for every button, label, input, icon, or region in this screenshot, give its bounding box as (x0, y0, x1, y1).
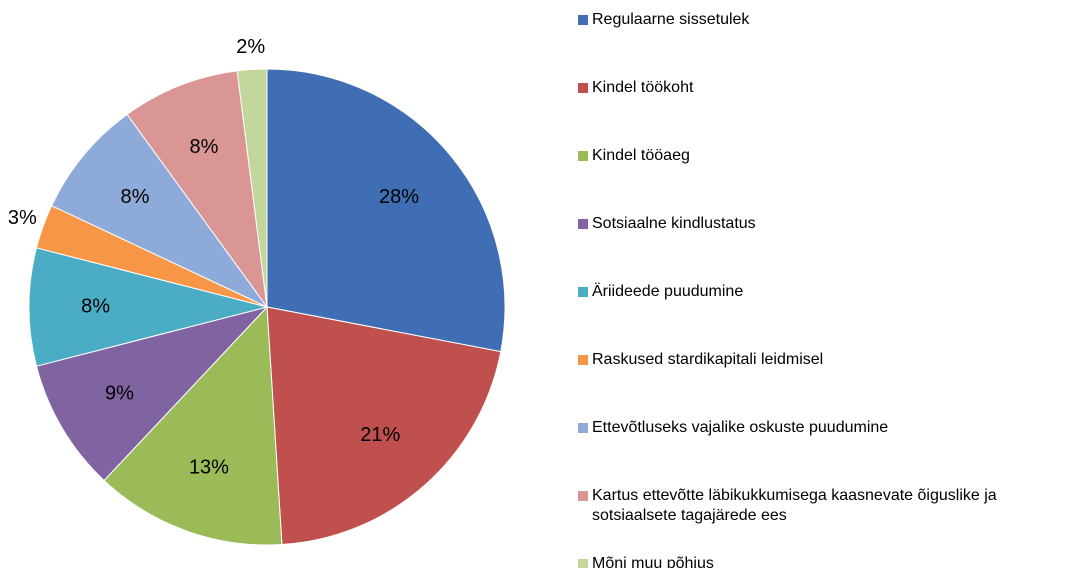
pie-slice (266, 68, 506, 353)
legend-label: Kindel töökoht (592, 79, 694, 96)
legend-swatch (578, 83, 588, 93)
pie-area: 28% 21% 13% 9% 8% 3% 8% 8% 2% (8, 36, 506, 546)
legend-swatch (578, 355, 588, 365)
legend-label: Mõni muu põhjus (592, 555, 714, 568)
legend-label: Regulaarne sissetulek (592, 11, 750, 28)
legend-label: Raskused stardikapitali leidmisel (592, 351, 824, 368)
legend-item: Sotsiaalne kindlustatus (578, 214, 1058, 234)
legend-item: Regulaarne sissetulek (578, 10, 1058, 30)
data-label: 13% (189, 457, 229, 479)
legend-item: Ettevõtluseks vajalike oskuste puudumine (578, 418, 1058, 438)
legend-swatch (578, 423, 588, 433)
pie-slice (126, 70, 268, 308)
data-label: 2% (236, 36, 265, 58)
legend-swatch (578, 219, 588, 229)
legend-label: Äriideede puudumine (592, 283, 744, 300)
pie-slice (103, 305, 283, 546)
legend-swatch (578, 491, 588, 501)
legend-swatch (578, 151, 588, 161)
legend-item: Kartus ettevõtte läbikukkumisega kaasnev… (578, 486, 1058, 526)
legend-swatch (578, 559, 588, 568)
pie-slice (28, 247, 268, 367)
legend-item: Kindel tööaeg (578, 146, 1058, 166)
data-label: 3% (8, 207, 37, 229)
pie-slice (236, 68, 268, 308)
legend-label: Sotsiaalne kindlustatus (592, 215, 756, 232)
legend-item: Raskused stardikapitali leidmisel (578, 350, 1058, 370)
data-label: 8% (189, 136, 218, 158)
data-label: 8% (81, 295, 110, 317)
data-label: 21% (360, 424, 400, 446)
pie-slice (50, 113, 268, 308)
legend-swatch (578, 15, 588, 25)
legend-item: Äriideede puudumine (578, 282, 1058, 302)
data-label: 9% (105, 383, 134, 405)
legend-item: Mõni muu põhjus (578, 554, 1058, 568)
legend-label: Ettevõtluseks vajalike oskuste puudumine (592, 419, 889, 436)
data-label: 8% (121, 186, 150, 208)
pie-slice (35, 306, 269, 482)
legend-swatch (578, 287, 588, 297)
legend-label: Kindel tööaeg (592, 147, 690, 164)
legend-label: Kartus ettevõtte läbikukkumisega kaasnev… (592, 487, 997, 524)
legend-item: Kindel töökoht (578, 78, 1058, 98)
pie-slice (266, 306, 502, 546)
data-label: 28% (379, 186, 419, 208)
